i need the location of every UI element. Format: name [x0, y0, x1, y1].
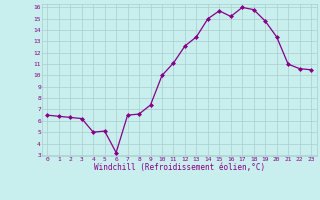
X-axis label: Windchill (Refroidissement éolien,°C): Windchill (Refroidissement éolien,°C): [94, 163, 265, 172]
